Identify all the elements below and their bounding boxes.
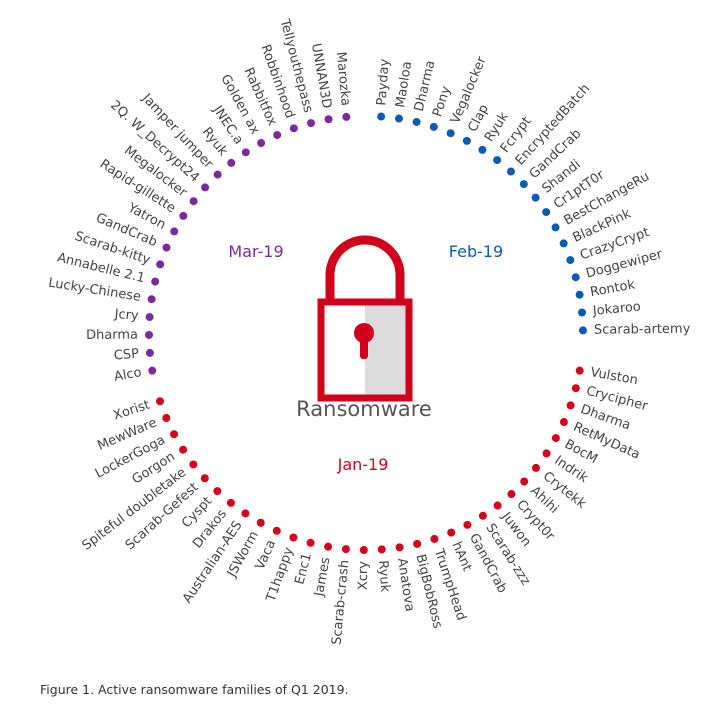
family-dot (148, 366, 157, 375)
family-dot (201, 183, 210, 192)
family-label: Rontok (589, 277, 637, 300)
family-dot (213, 487, 222, 496)
family-dot (213, 170, 222, 179)
family-dot (170, 430, 179, 439)
family-dot (257, 139, 266, 148)
family-dot (519, 180, 528, 189)
family-dot (507, 490, 516, 499)
family-label: CSP (113, 346, 140, 363)
family-dot (162, 243, 171, 252)
family-dot (520, 477, 529, 486)
family-label: Scarab-crash (330, 559, 353, 645)
family-label: Marozka (333, 51, 353, 106)
family-dot (170, 227, 179, 236)
family-dot (571, 273, 580, 282)
family-label: Alco (113, 365, 143, 385)
family-label: Vulston (589, 365, 639, 388)
family-label: James (312, 556, 334, 598)
family-dot (377, 545, 386, 554)
family-dot (227, 158, 236, 167)
family-dot (162, 413, 171, 422)
family-label: Xcry (356, 561, 371, 591)
family-dot (493, 156, 502, 165)
family-dot (342, 112, 351, 121)
family-dot (493, 501, 502, 510)
family-label: Scarab-artemy (594, 322, 691, 338)
family-dot (578, 308, 587, 317)
family-dot (542, 208, 551, 217)
family-dot (179, 211, 188, 220)
figure-caption: Figure 1. Active ransomware families of … (40, 682, 349, 697)
family-dot (413, 539, 422, 548)
family-dot (179, 445, 188, 454)
family-dot (289, 124, 298, 133)
family-dot (324, 542, 333, 551)
family-dot (462, 136, 471, 145)
family-dot (447, 528, 456, 537)
family-dot (241, 509, 250, 518)
month-label-mar: Mar-19 (228, 242, 283, 261)
family-dot (156, 260, 165, 269)
family-dot (307, 119, 316, 128)
family-dot (559, 418, 568, 427)
family-dot (531, 193, 540, 202)
family-dot (394, 114, 403, 123)
family-dot (145, 330, 154, 339)
family-dot (256, 518, 265, 527)
family-dot (478, 145, 487, 154)
family-dot (551, 223, 560, 232)
month-label-jan: Jan-19 (337, 455, 389, 474)
family-dot (551, 434, 560, 443)
family-dot (289, 533, 298, 542)
family-label: Payday (374, 58, 392, 106)
family-dot (542, 449, 551, 458)
family-dot (306, 538, 315, 547)
family-dot (145, 348, 154, 357)
family-dot (430, 534, 439, 543)
family-dot (575, 366, 584, 375)
family-dot (566, 401, 575, 410)
padlock-icon (317, 235, 413, 402)
family-label: Dharma (86, 328, 138, 343)
family-dot (566, 256, 575, 265)
family-dot (377, 112, 386, 121)
family-dot (145, 313, 154, 322)
family-dot (155, 397, 164, 406)
family-label: Anatova (394, 557, 417, 612)
family-label: Ryuk (375, 560, 392, 593)
family-dot (463, 520, 472, 529)
family-dot (571, 384, 580, 393)
family-label: Maoloa (393, 60, 415, 108)
family-label: Jokaroo (591, 299, 641, 319)
family-dot (446, 129, 455, 138)
family-dot (189, 460, 198, 469)
family-label: Jcry (113, 307, 139, 324)
family-dot (241, 148, 250, 157)
family-dot (273, 131, 282, 140)
family-dot (200, 474, 209, 483)
family-dot (147, 295, 156, 304)
family-dot (151, 277, 160, 286)
family-dot (575, 290, 584, 299)
family-dot (412, 117, 421, 126)
family-dot (578, 326, 587, 335)
family-dot (359, 545, 368, 554)
family-dot (559, 239, 568, 248)
family-dot (324, 115, 333, 124)
center-title: Ransomware (296, 397, 432, 421)
family-dot (506, 167, 515, 176)
family-dot (226, 498, 235, 507)
family-dot (429, 122, 438, 131)
family-dot (272, 526, 281, 535)
family-dot (341, 545, 350, 554)
family-dot (189, 197, 198, 206)
family-label: Enc1 (292, 552, 315, 587)
month-label-feb: Feb-19 (449, 242, 503, 261)
family-dot (531, 463, 540, 472)
family-dot (478, 511, 487, 520)
family-dot (395, 543, 404, 552)
